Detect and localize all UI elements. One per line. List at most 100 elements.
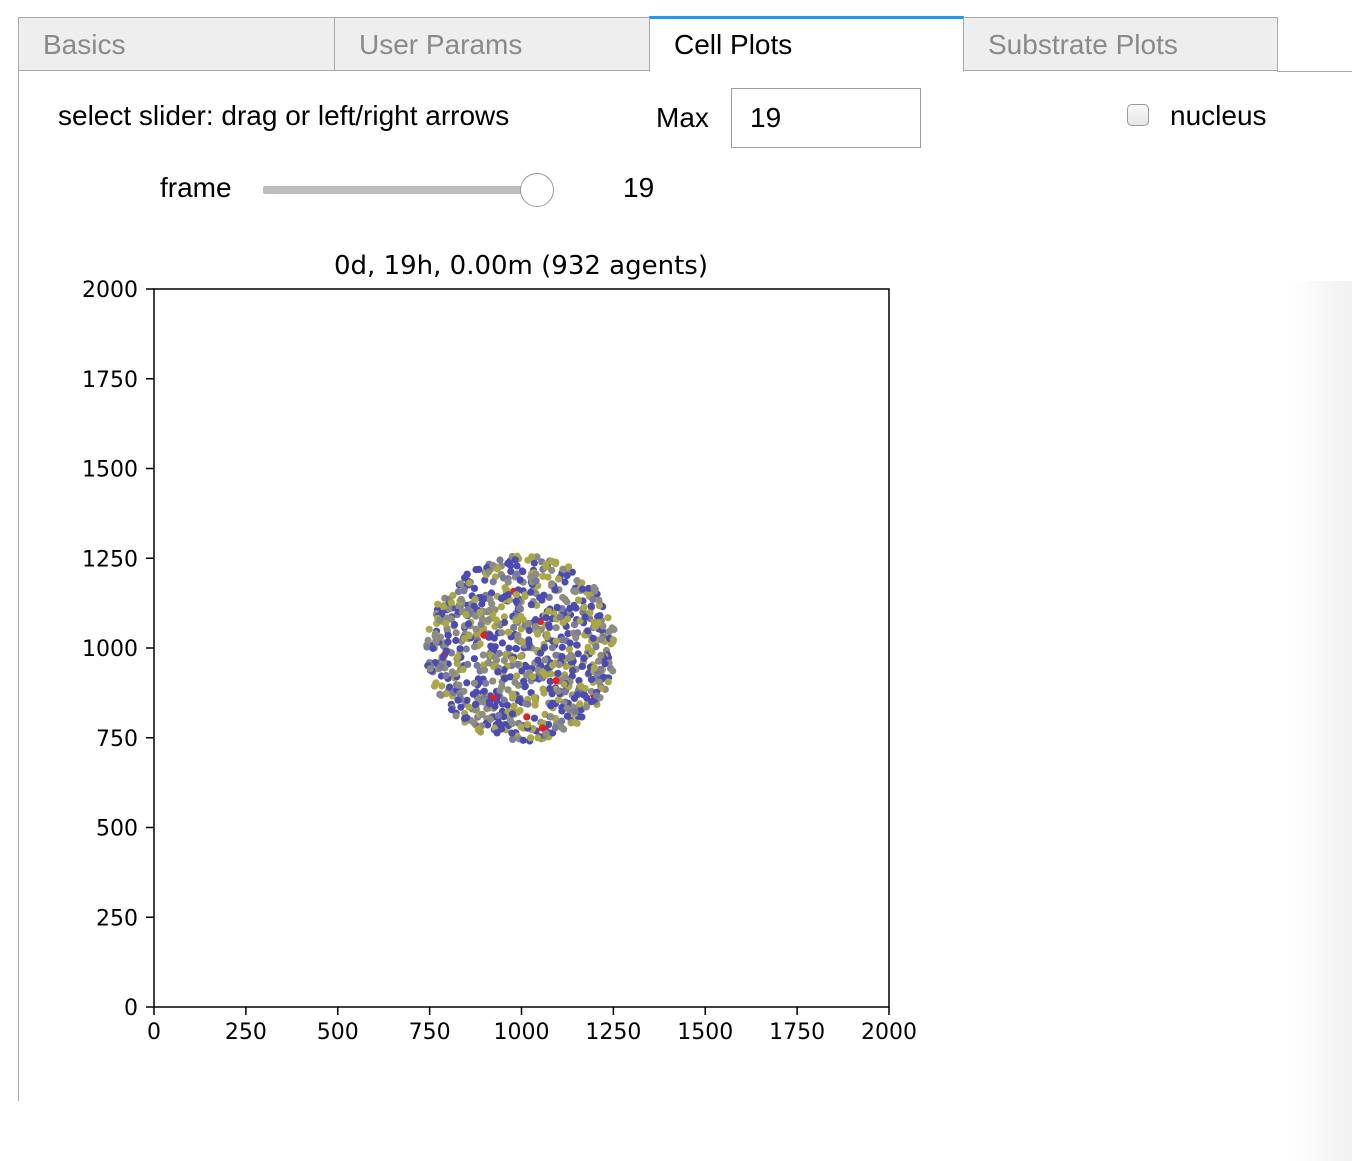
cell-point — [513, 562, 521, 570]
cell-point — [515, 604, 524, 613]
cell-point — [504, 686, 512, 694]
cell-point — [566, 639, 574, 647]
cell-point — [542, 614, 550, 622]
cell-point — [595, 678, 604, 686]
cell-point — [470, 719, 478, 727]
cell-point — [510, 702, 518, 710]
cell-point — [565, 563, 573, 571]
cell-point — [530, 559, 538, 567]
cell-points — [423, 552, 618, 745]
y-tick-label: 500 — [96, 817, 138, 842]
cell-point — [463, 679, 471, 687]
cell-point — [558, 653, 566, 661]
cell-point — [491, 702, 499, 710]
cell-point — [497, 594, 506, 603]
cell-point — [573, 719, 581, 727]
cell-point — [478, 710, 486, 719]
cell-point — [457, 595, 465, 603]
frame-slider-handle[interactable] — [520, 173, 554, 207]
cell-point — [496, 686, 504, 694]
cell-point — [561, 688, 569, 696]
cell-point — [470, 584, 479, 593]
max-input[interactable] — [731, 88, 921, 148]
cell-point — [548, 566, 556, 574]
cell-point — [582, 703, 591, 711]
cell-point — [480, 666, 489, 674]
cell-point — [551, 586, 559, 594]
cell-point — [551, 560, 560, 568]
cell-point — [496, 556, 504, 564]
cell-point — [563, 704, 571, 712]
cell-point — [576, 617, 584, 625]
cell-point — [552, 651, 560, 659]
cell-point — [496, 720, 504, 728]
cell-point — [565, 654, 573, 662]
cell-point — [516, 695, 524, 703]
cell-point — [508, 719, 516, 728]
cell-point — [516, 652, 525, 661]
cell-point — [532, 570, 540, 578]
cell-point — [471, 700, 480, 709]
nucleus-label[interactable]: nucleus — [1170, 100, 1267, 131]
cell-point — [471, 595, 479, 604]
cell-point — [559, 618, 567, 627]
cell-point — [486, 631, 494, 639]
cell-point — [558, 636, 566, 644]
cell-point — [590, 664, 599, 672]
cell-point — [527, 601, 535, 609]
x-tick-label: 250 — [225, 1020, 267, 1045]
cell-point — [487, 642, 495, 650]
cell-point — [504, 578, 512, 586]
cell-point — [518, 667, 526, 675]
cell-point — [474, 725, 482, 733]
tab-basics[interactable]: Basics — [18, 17, 335, 71]
cell-point — [508, 710, 517, 718]
cell-point — [563, 712, 572, 720]
cell-point — [556, 613, 564, 621]
cell-point — [578, 713, 586, 721]
cell-point — [457, 580, 465, 588]
cell-point — [514, 631, 522, 640]
cell-point — [437, 663, 445, 671]
cell-point — [449, 670, 457, 678]
cell-point — [531, 623, 540, 631]
cell-point — [486, 715, 495, 723]
cell-point — [465, 703, 473, 711]
cell-point — [505, 644, 513, 652]
nucleus-checkbox[interactable] — [1127, 104, 1149, 126]
cell-point — [584, 627, 592, 635]
cell-point — [457, 703, 465, 711]
cell-point — [595, 596, 603, 604]
cell-point — [558, 643, 566, 651]
cell-point — [555, 575, 563, 583]
cell-point — [595, 602, 603, 610]
cell-point — [494, 668, 502, 676]
y-tick-label: 250 — [96, 906, 138, 931]
tab-cell-plots[interactable]: Cell Plots — [649, 16, 964, 72]
frame-slider-track[interactable] — [263, 186, 539, 194]
cell-point — [473, 661, 481, 670]
cell-point — [521, 592, 529, 601]
cell-point — [454, 588, 463, 596]
cell-point — [485, 606, 494, 614]
x-axis: 0 250 500 750 1000 1250 1500 1750 2000 — [147, 1007, 917, 1045]
cell-point — [498, 629, 506, 637]
cell-point — [525, 626, 533, 635]
cell-point — [450, 620, 459, 629]
cell-point — [579, 585, 587, 593]
cell-point — [609, 636, 618, 644]
cell-point — [442, 647, 450, 655]
cell-point — [532, 616, 540, 624]
cell-point — [448, 599, 456, 607]
tab-user-params[interactable]: User Params — [334, 17, 650, 71]
cell-point — [459, 665, 467, 674]
cell-point — [543, 633, 551, 641]
cell-point — [511, 556, 519, 564]
cell-point — [595, 657, 603, 665]
cell-point — [597, 651, 605, 660]
tab-substrate-plots[interactable]: Substrate Plots — [963, 17, 1278, 71]
cell-point — [476, 608, 484, 616]
cell-point — [485, 616, 493, 624]
x-tick-label: 0 — [147, 1020, 161, 1045]
x-tick-label: 750 — [409, 1020, 451, 1045]
